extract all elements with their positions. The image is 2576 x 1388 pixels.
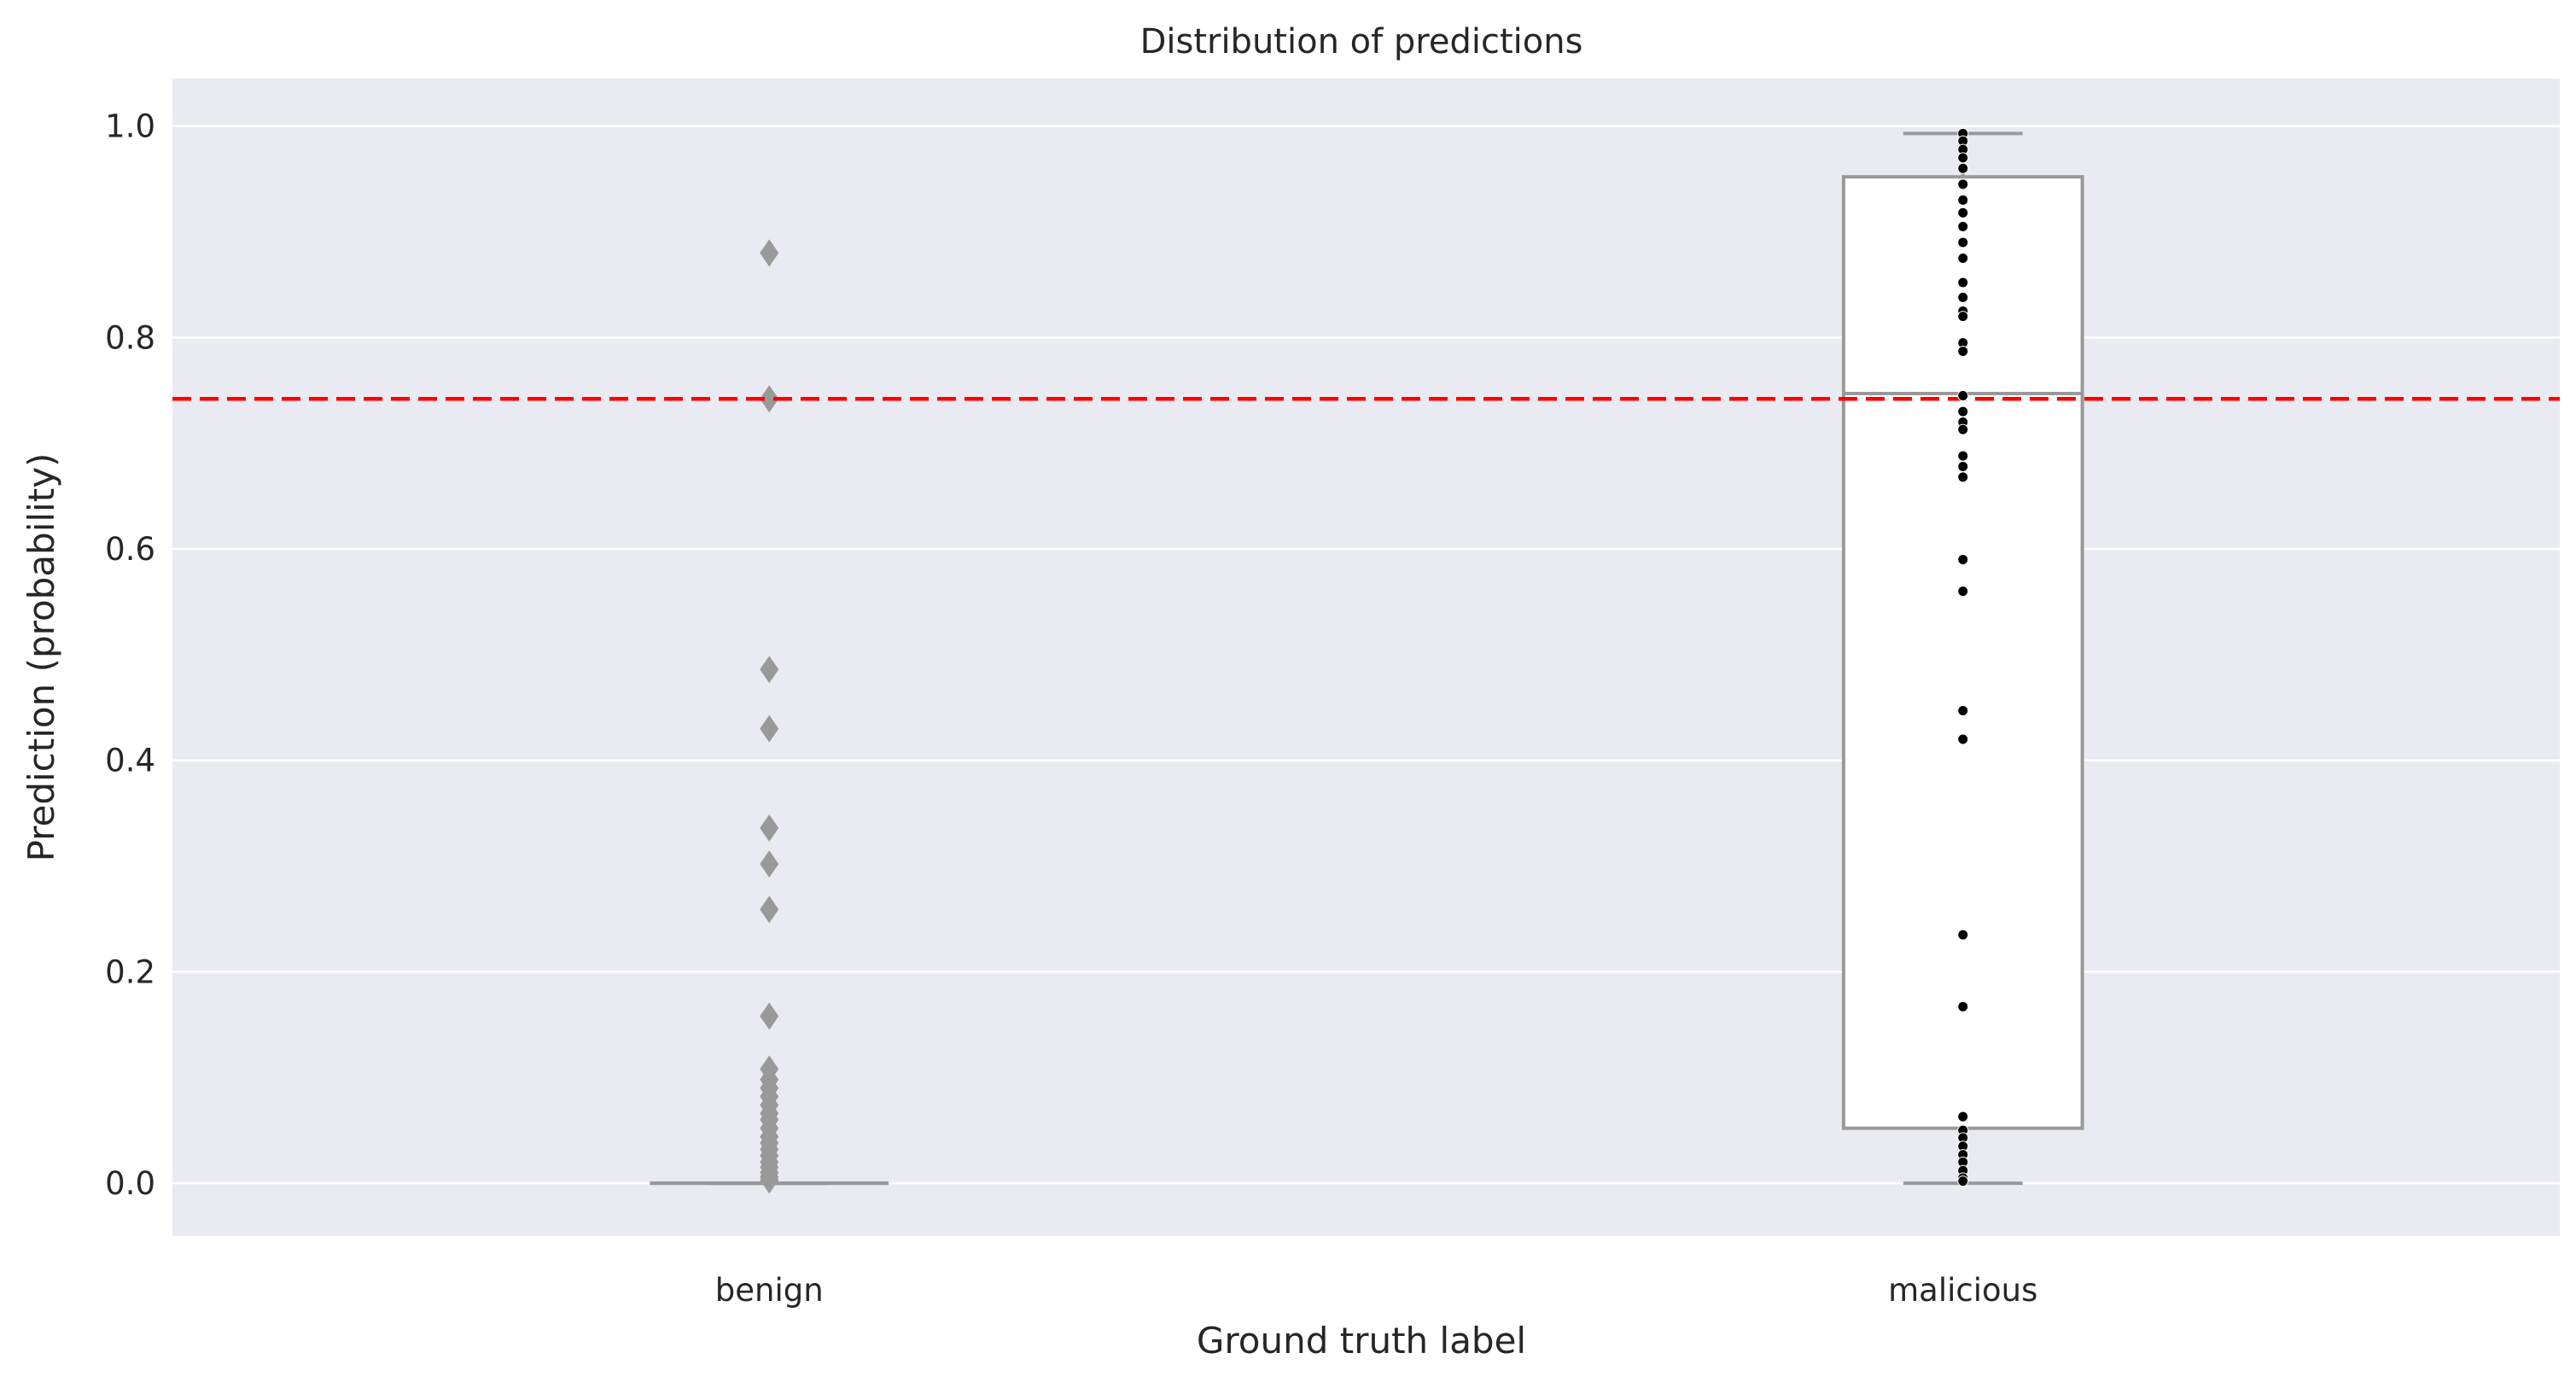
y-tick-label: 0.6 — [105, 531, 155, 568]
data-point — [1957, 553, 1969, 565]
x-axis-label: Ground truth label — [1197, 1320, 1526, 1362]
points — [1957, 127, 1969, 1187]
data-point — [1957, 733, 1969, 745]
data-point — [1957, 390, 1969, 402]
data-point — [1957, 162, 1969, 174]
data-point — [1957, 471, 1969, 483]
outlier-marker — [760, 1002, 779, 1030]
x-tick-label: malicious — [1888, 1272, 2037, 1309]
chart-title: Distribution of predictions — [1140, 22, 1583, 61]
data-point — [1957, 345, 1969, 357]
y-axis-label: Prediction (probability) — [20, 453, 62, 862]
outlier-marker — [760, 850, 779, 878]
y-tick-label: 0.8 — [105, 319, 155, 356]
data-point — [1957, 460, 1969, 472]
data-point — [1957, 1111, 1969, 1123]
data-point — [1957, 929, 1969, 941]
y-tick-label: 0.0 — [105, 1165, 155, 1202]
data-point — [1957, 1175, 1969, 1187]
y-tick-label: 0.2 — [105, 954, 155, 990]
data-point — [1957, 291, 1969, 303]
data-point — [1957, 207, 1969, 219]
data-point — [1957, 423, 1969, 435]
data-point — [1957, 311, 1969, 323]
data-point — [1957, 277, 1969, 289]
tick-labels: 0.0 0.2 0.4 0.6 0.8 1.0 benign malicious — [105, 108, 2037, 1309]
data-point — [1957, 450, 1969, 462]
data-point — [1957, 1000, 1969, 1012]
outlier-marker — [760, 895, 779, 924]
x-tick-label: benign — [715, 1272, 824, 1309]
data-point — [1957, 705, 1969, 717]
data-point — [1957, 253, 1969, 265]
outlier-marker — [760, 714, 779, 743]
data-point — [1957, 236, 1969, 248]
data-point — [1957, 152, 1969, 164]
outlier-marker — [760, 1166, 779, 1194]
data-point — [1957, 586, 1969, 598]
y-tick-label: 1.0 — [105, 108, 155, 145]
y-tick-label: 0.4 — [105, 743, 155, 779]
box-malicious — [1841, 175, 2084, 1130]
boxes — [650, 131, 2084, 1194]
data-point — [1957, 405, 1969, 417]
outlier-marker — [760, 239, 779, 267]
outlier-marker — [760, 385, 779, 413]
data-point — [1957, 194, 1969, 206]
data-point — [1957, 220, 1969, 232]
grid-lines — [172, 125, 2560, 1185]
plot-area — [172, 79, 2560, 1236]
outlier-marker — [760, 656, 779, 684]
outlier-marker — [760, 814, 779, 842]
data-point — [1957, 178, 1969, 190]
